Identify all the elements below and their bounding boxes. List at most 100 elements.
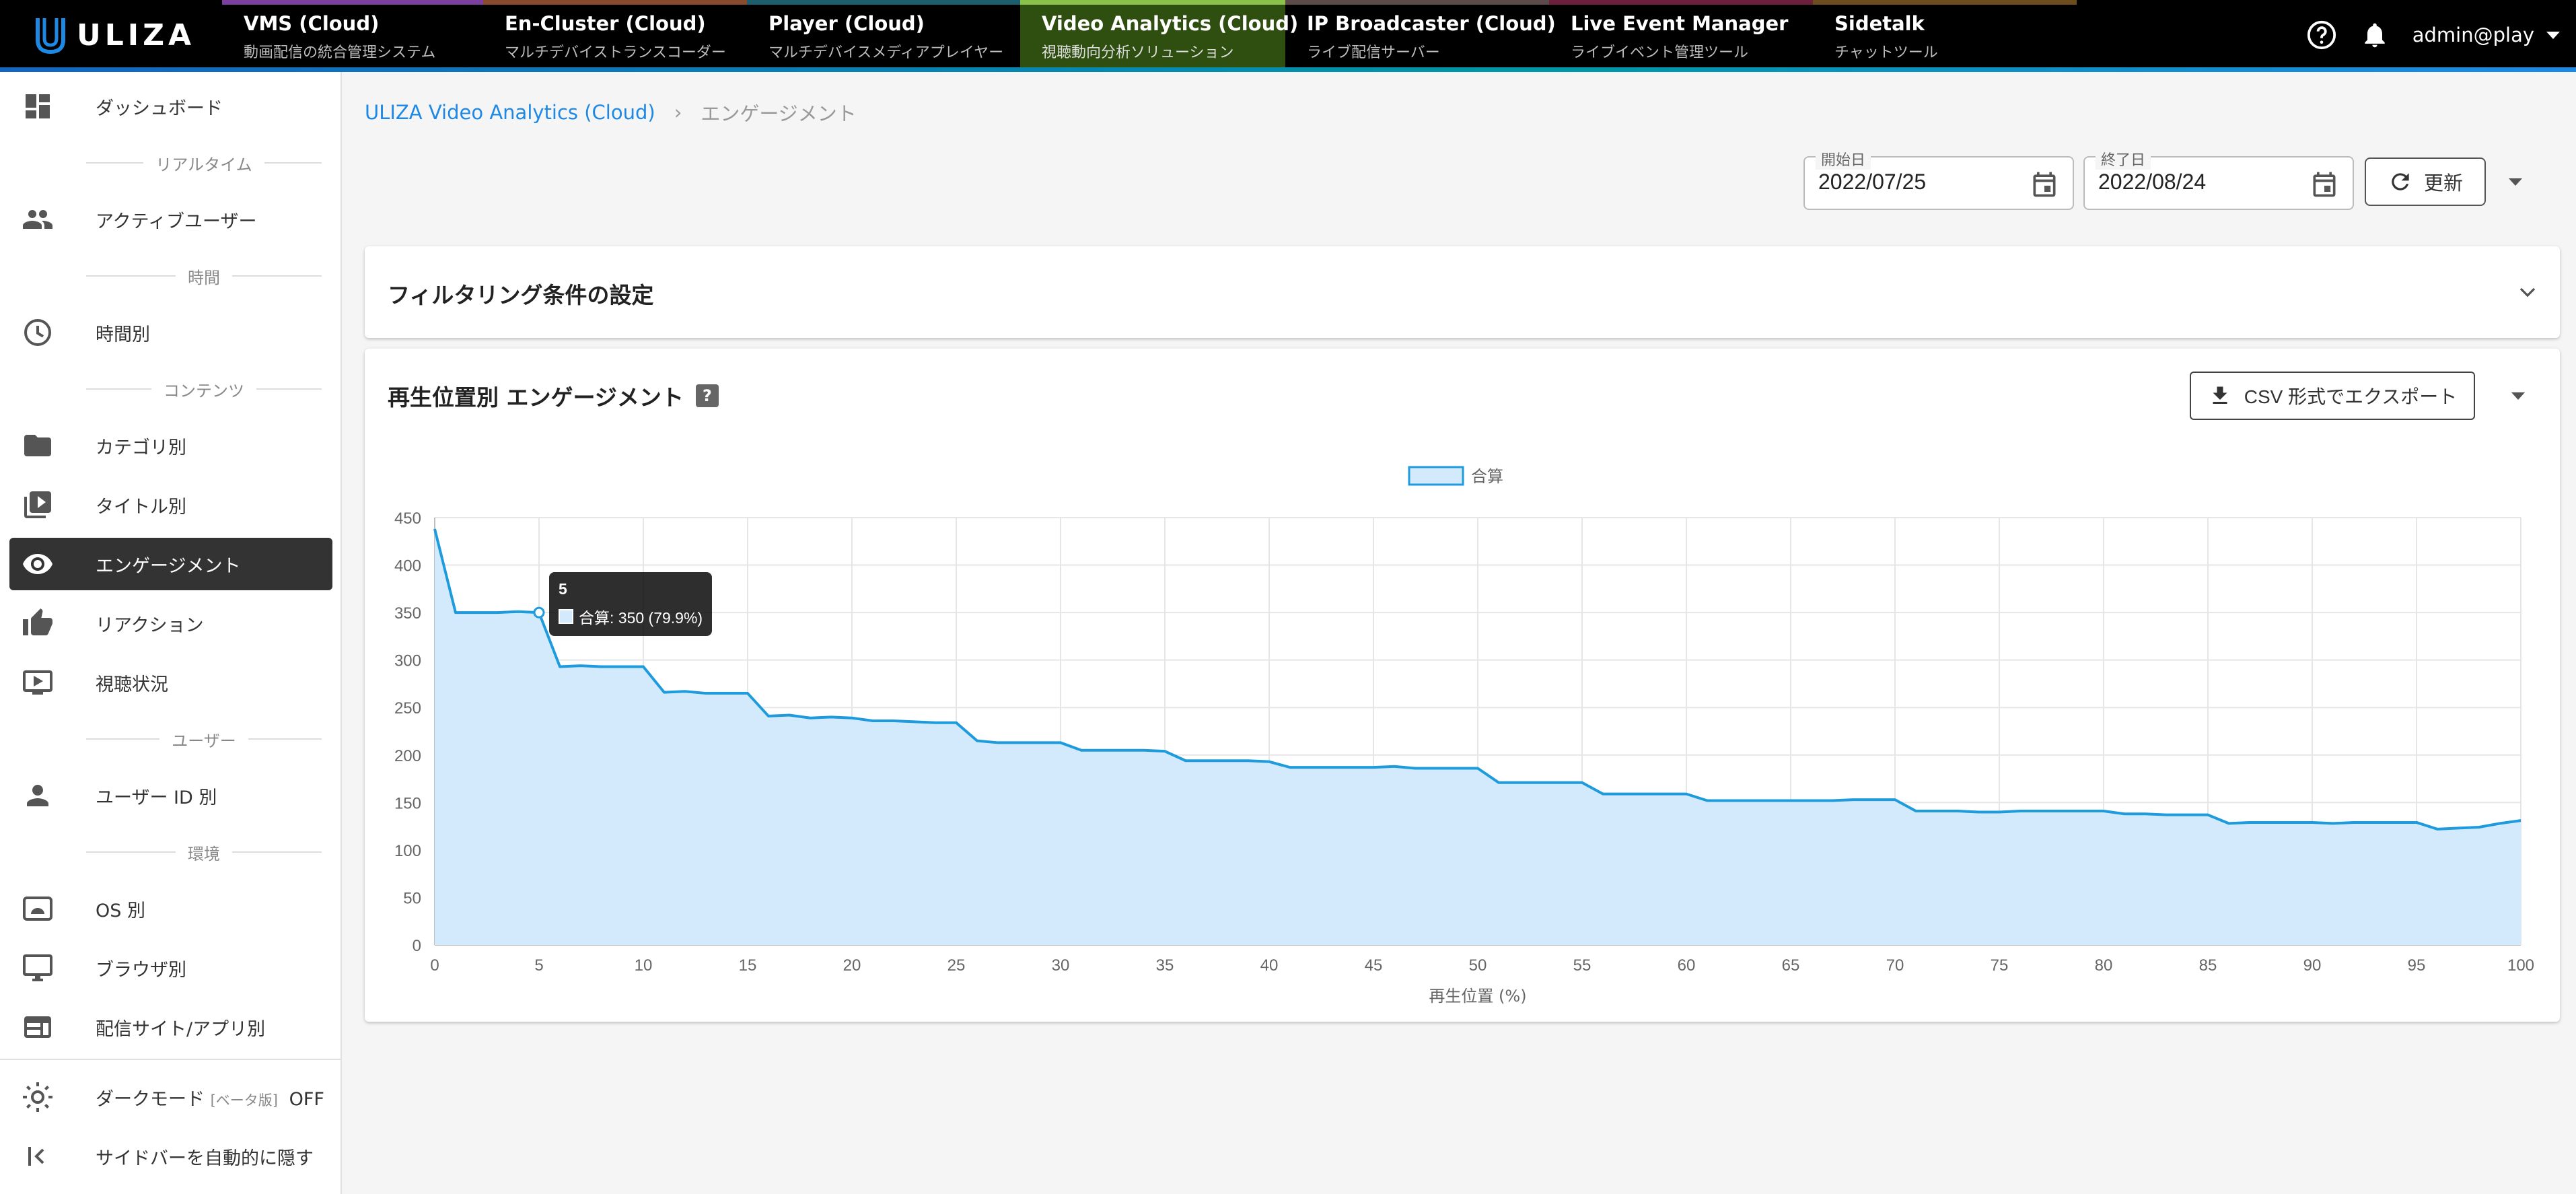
y-tick-label: 50 (403, 889, 421, 907)
bell-icon[interactable] (2360, 20, 2390, 50)
sidebar-item-category[interactable]: カテゴリ別 (9, 419, 332, 472)
product-desc: ライブ配信サーバー (1307, 44, 1440, 61)
chart-tooltip: 5 合算: 350 (79.9%) (549, 572, 713, 636)
chevron-down-icon[interactable] (2514, 279, 2541, 306)
os-icon (23, 897, 52, 921)
calendar-icon[interactable] (2030, 170, 2059, 199)
product-name: En-Cluster (Cloud) (505, 12, 706, 35)
sun-icon (23, 1082, 52, 1112)
sidebar-item-reaction[interactable]: リアクション (9, 597, 332, 649)
caret-down-icon (2511, 392, 2525, 400)
y-tick-label: 0 (413, 937, 421, 955)
product-name: VMS (Cloud) (244, 12, 380, 35)
beta-badge: [ベータ版] (210, 1092, 278, 1109)
export-options-dropdown[interactable] (2505, 382, 2532, 409)
filter-settings-panel[interactable]: フィルタリング条件の設定 (365, 246, 2560, 338)
monitor-icon (23, 954, 52, 981)
end-date-input[interactable] (2098, 170, 2273, 195)
sidebar-item-user-id[interactable]: ユーザー ID 別 (9, 769, 332, 822)
y-tick-label: 400 (394, 557, 421, 575)
uliza-logo[interactable]: ULIZA (35, 13, 195, 57)
product-video-analytics[interactable]: Video Analytics (Cloud) 視聴動向分析ソリューション (1020, 0, 1299, 67)
legend-label: 合算 (1471, 467, 1503, 486)
product-ip-broadcaster[interactable]: IP Broadcaster (Cloud) ライブ配信サーバー (1285, 0, 1556, 67)
user-menu[interactable]: admin@play (2412, 24, 2560, 46)
end-date-field[interactable]: 終了日 (2083, 148, 2354, 210)
x-tick-label: 20 (843, 956, 861, 975)
sidebar-item-viewing-status[interactable]: 視聴状況 (9, 656, 332, 709)
x-tick-label: 5 (534, 956, 543, 975)
legend-swatch (1408, 466, 1464, 486)
product-stripe (747, 0, 1020, 5)
x-tick-label: 35 (1156, 956, 1174, 975)
filter-options-dropdown[interactable] (2502, 168, 2529, 195)
breadcrumb-current: エンゲージメント (701, 102, 857, 125)
x-tick-label: 75 (1991, 956, 2009, 975)
x-tick-label: 80 (2095, 956, 2113, 975)
y-tick-label: 150 (394, 794, 421, 812)
product-live-event-manager[interactable]: Live Event Manager ライブイベント管理ツール (1549, 0, 1813, 67)
help-badge-icon[interactable]: ? (695, 384, 719, 407)
logo-text: ULIZA (77, 17, 196, 52)
breadcrumb-root-link[interactable]: ULIZA Video Analytics (Cloud) (365, 101, 655, 124)
product-en-cluster[interactable]: En-Cluster (Cloud) マルチデバイストランスコーダー (483, 0, 747, 67)
x-tick-label: 65 (1782, 956, 1800, 975)
sidebar-item-dashboard[interactable]: ダッシュボード (9, 80, 332, 133)
sidebar-item-label: 視聴状況 (96, 674, 168, 695)
sidebar-item-label: ダッシュボード (96, 98, 223, 119)
series-line (433, 528, 2521, 831)
refresh-label: 更新 (2423, 173, 2463, 195)
sidebar-item-label: 配信サイト/アプリ別 (96, 1018, 266, 1040)
product-stripe (1020, 0, 1285, 5)
person-icon (27, 785, 48, 806)
product-stripe (483, 0, 747, 5)
sidebar-divider (0, 1059, 341, 1060)
breadcrumb: ULIZA Video Analytics (Cloud) › エンゲージメント (365, 98, 857, 127)
start-date-input[interactable] (1818, 170, 1993, 195)
sidebar-item-title[interactable]: タイトル別 (9, 479, 332, 531)
start-date-field[interactable]: 開始日 (1803, 148, 2074, 210)
filter-settings-title: フィルタリング条件の設定 (388, 282, 654, 308)
engagement-chart[interactable]: 0 50 100 150 200 250 300 350 400 450 0 5 10 15 20 25 30 3… (365, 456, 2560, 1008)
x-tick-label: 95 (2408, 956, 2426, 975)
x-tick-label: 60 (1678, 956, 1696, 975)
sidebar-item-hourly[interactable]: 時間別 (9, 306, 332, 359)
video-library-icon (24, 491, 51, 518)
y-tick-label: 300 (394, 652, 421, 670)
product-vms[interactable]: VMS (Cloud) 動画配信の統合管理システム (222, 0, 483, 67)
y-tick-label: 450 (394, 510, 421, 528)
sidebar-item-browser[interactable]: ブラウザ別 (9, 942, 332, 994)
x-tick-label: 55 (1573, 956, 1591, 975)
x-tick-label: 100 (2507, 956, 2534, 975)
refresh-button[interactable]: 更新 (2365, 157, 2486, 206)
auto-hide-sidebar-toggle[interactable]: サイドバーを自動的に隠す (9, 1130, 332, 1183)
sidebar-item-engagement[interactable]: エンゲージメント (9, 538, 332, 590)
header-actions: admin@play (2306, 15, 2560, 55)
caret-down-icon (2509, 178, 2522, 186)
sidebar-item-site-app[interactable]: 配信サイト/アプリ別 (9, 1001, 332, 1053)
calendar-icon[interactable] (2310, 170, 2339, 199)
product-player[interactable]: Player (Cloud) マルチデバイスメディアプレイヤー (747, 0, 1020, 67)
sidebar-item-label: ユーザー ID 別 (96, 787, 217, 808)
engagement-panel: 再生位置別 エンゲージメント ? CSV 形式でエクスポート 0 50 100 150… (365, 349, 2560, 1022)
dark-mode-toggle[interactable]: ダークモード [ベータ版] OFF (9, 1071, 332, 1123)
csv-export-button[interactable]: CSV 形式でエクスポート (2190, 372, 2475, 420)
y-tick-label: 200 (394, 747, 421, 765)
download-icon (2213, 386, 2227, 404)
sidebar-item-active-users[interactable]: アクティブユーザー (9, 193, 332, 246)
top-bar-accent (0, 67, 2576, 72)
help-icon[interactable] (2306, 20, 2337, 50)
y-tick-label: 250 (394, 699, 421, 717)
people-icon (23, 210, 52, 229)
product-sidetalk[interactable]: Sidetalk チャットツール (1813, 0, 2077, 67)
product-desc: チャットツール (1834, 44, 1938, 61)
sidebar-item-label: エンゲージメント (96, 555, 241, 577)
section-header-environment: 環境 (86, 842, 322, 864)
eye-icon (23, 554, 52, 574)
product-desc: マルチデバイスメディアプレイヤー (768, 44, 1004, 61)
thumb-up-icon (23, 608, 52, 635)
product-name: Video Analytics (Cloud) (1042, 12, 1299, 35)
y-tick-label: 350 (394, 604, 421, 623)
sidebar-item-os[interactable]: OS 別 (9, 882, 332, 935)
x-tick-label: 90 (2303, 956, 2322, 975)
